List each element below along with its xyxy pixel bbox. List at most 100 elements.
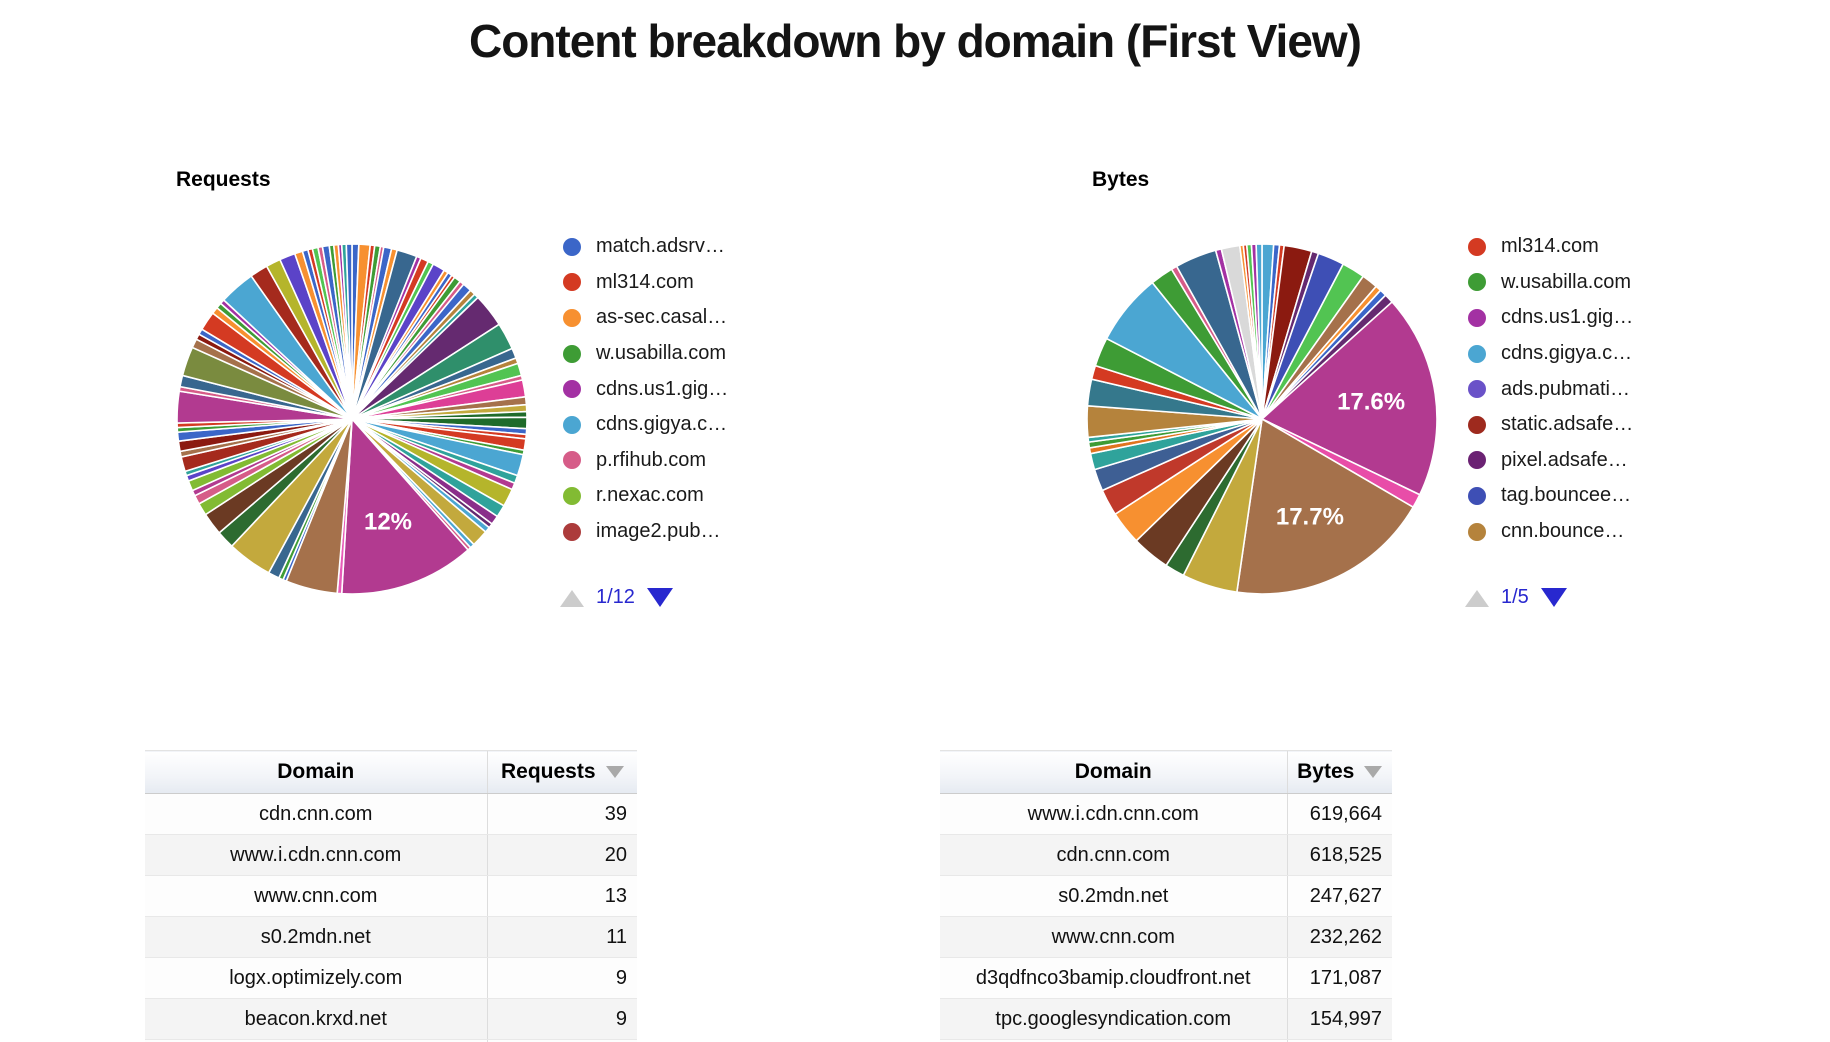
- requests-chart-label: Requests: [176, 168, 271, 191]
- legend-item: ml314.com: [563, 265, 728, 301]
- legend-item: ml314.com: [1468, 229, 1633, 265]
- legend-item: cdns.us1.gig…: [563, 371, 728, 407]
- cell-domain: s0.2mdn.net: [940, 875, 1287, 917]
- sort-desc-icon: [1364, 766, 1383, 779]
- table-row: d3qdfnco3bamip.cloudfront.net 171,087: [940, 957, 1392, 999]
- legend-dot-icon: [1468, 380, 1486, 399]
- bytes-legend-pager: 1/5: [1465, 586, 1567, 609]
- requests-table: Domain Requests cdn.cnn.com 39 www.i.cdn.c…: [145, 750, 637, 1042]
- table-row: beacon.krxd.net 9: [145, 998, 637, 1040]
- legend-dot-icon: [1468, 237, 1486, 256]
- legend-label: cdns.gigya.c…: [1501, 342, 1633, 365]
- table-header-bytes[interactable]: Bytes: [1286, 750, 1392, 794]
- cell-domain: tpc.googlesyndication.com: [940, 998, 1287, 1040]
- legend-page-up-icon[interactable]: [560, 590, 584, 607]
- pie-slice[interactable]: [1255, 243, 1263, 420]
- page-title: Content breakdown by domain (First View): [468, 15, 1362, 67]
- table-row: tpc.googlesyndication.com 154,997: [940, 998, 1392, 1040]
- legend-label: pixel.adsafe…: [1501, 448, 1628, 471]
- table-row: logx.optimizely.com 9: [145, 957, 637, 999]
- cell-domain: www.i.cdn.cnn.com: [940, 793, 1287, 835]
- legend-item: ads.pubmati…: [1468, 371, 1633, 407]
- table-header-row: Domain Requests: [145, 750, 637, 794]
- legend-label: r.nexac.com: [596, 484, 704, 507]
- cell-value: 11: [486, 916, 637, 958]
- pie-slice-percentage-label: 17.7%: [1276, 504, 1344, 531]
- legend-item: tag.bouncee…: [1468, 478, 1633, 514]
- legend-item: cnn.bounce…: [1468, 514, 1633, 550]
- legend-label: ml314.com: [1501, 235, 1599, 258]
- pie-slice[interactable]: [340, 417, 470, 595]
- bytes-table: Domain Bytes www.i.cdn.cnn.com 619,664 cdn…: [940, 750, 1392, 1042]
- legend-item: cdns.us1.gig…: [1468, 300, 1633, 336]
- legend-page-up-icon[interactable]: [1465, 590, 1489, 607]
- cell-value: 20: [486, 834, 637, 876]
- legend-label: as-sec.casal…: [596, 306, 728, 329]
- requests-pie-chart[interactable]: 12%: [174, 241, 530, 597]
- cell-value: [1286, 1039, 1392, 1042]
- legend-item: w.usabilla.com: [563, 336, 728, 372]
- legend-label: image2.pub…: [596, 520, 721, 543]
- legend-dot-icon: [563, 273, 581, 292]
- cell-value: 13: [486, 875, 637, 917]
- cell-domain: beacon.krxd.net: [145, 998, 487, 1040]
- cell-value: 619,664: [1286, 793, 1392, 835]
- bytes-pie-chart[interactable]: 17.6% 17.7%: [1084, 241, 1440, 597]
- pie-slice-percentage-label: 17.6%: [1337, 389, 1405, 416]
- legend-dot-icon: [563, 308, 581, 327]
- cell-value: 154,997: [1286, 998, 1392, 1040]
- pie-slice[interactable]: [345, 243, 353, 420]
- pie-slice-percentage-label: 12%: [364, 509, 412, 536]
- table-row: www.i.cdn.cnn.com 20: [145, 834, 637, 876]
- legend-label: cdns.gigya.c…: [596, 413, 728, 436]
- legend-item: cdns.gigya.c…: [1468, 336, 1633, 372]
- legend-label: w.usabilla.com: [596, 342, 727, 365]
- legend-dot-icon: [563, 486, 581, 505]
- cell-value: 171,087: [1286, 957, 1392, 999]
- legend-page-down-icon[interactable]: [646, 588, 673, 607]
- legend-label: cdns.us1.gig…: [596, 377, 729, 400]
- cell-domain: s0.2mdn.net: [145, 916, 487, 958]
- legend-label: w.usabilla.com: [1501, 270, 1632, 293]
- table-header-domain[interactable]: Domain: [145, 750, 487, 794]
- legend-dot-icon: [563, 451, 581, 470]
- table-row-partial: [940, 1039, 1392, 1042]
- legend-page-indicator: 1/5: [1501, 586, 1529, 608]
- requests-legend: match.adsrv… ml314.com as-sec.casal… w.usab…: [563, 229, 728, 549]
- legend-item: image2.pub…: [563, 514, 728, 550]
- table-row-partial: [145, 1039, 637, 1042]
- table-row: cdn.cnn.com 39: [145, 793, 637, 835]
- legend-item: w.usabilla.com: [1468, 265, 1633, 301]
- table-row: cdn.cnn.com 618,525: [940, 834, 1392, 876]
- legend-item: pixel.adsafe…: [1468, 443, 1633, 479]
- cell-value: 9: [486, 957, 637, 999]
- cell-value: 247,627: [1286, 875, 1392, 917]
- sort-desc-icon: [605, 766, 624, 779]
- table-header-bytes-label: Bytes: [1297, 760, 1355, 783]
- legend-label: ads.pubmati…: [1501, 377, 1630, 400]
- cell-value: 232,262: [1286, 916, 1392, 958]
- table-row: s0.2mdn.net 247,627: [940, 875, 1392, 917]
- legend-label: tag.bouncee…: [1501, 484, 1632, 507]
- legend-dot-icon: [1468, 273, 1486, 292]
- table-header-requests-label: Requests: [500, 760, 596, 783]
- legend-item: static.adsafe…: [1468, 407, 1633, 443]
- bytes-legend: ml314.com w.usabilla.com cdns.us1.gig… cdns…: [1468, 229, 1633, 549]
- table-row: s0.2mdn.net 11: [145, 916, 637, 958]
- legend-page-down-icon[interactable]: [1540, 588, 1567, 607]
- cell-value: 9: [486, 998, 637, 1040]
- legend-item: p.rfihub.com: [563, 443, 728, 479]
- legend-dot-icon: [1468, 486, 1486, 505]
- table-header-requests[interactable]: Requests: [486, 750, 637, 794]
- legend-dot-icon: [1468, 415, 1486, 434]
- legend-label: p.rfihub.com: [596, 448, 707, 471]
- cell-domain: logx.optimizely.com: [145, 957, 487, 999]
- pie-slice[interactable]: [1235, 417, 1415, 595]
- table-header-domain[interactable]: Domain: [940, 750, 1287, 794]
- pie-slice[interactable]: [1260, 300, 1438, 496]
- table-header-row: Domain Bytes: [940, 750, 1392, 794]
- requests-legend-pager: 1/12: [560, 586, 673, 609]
- legend-label: ml314.com: [596, 270, 694, 293]
- legend-dot-icon: [1468, 451, 1486, 470]
